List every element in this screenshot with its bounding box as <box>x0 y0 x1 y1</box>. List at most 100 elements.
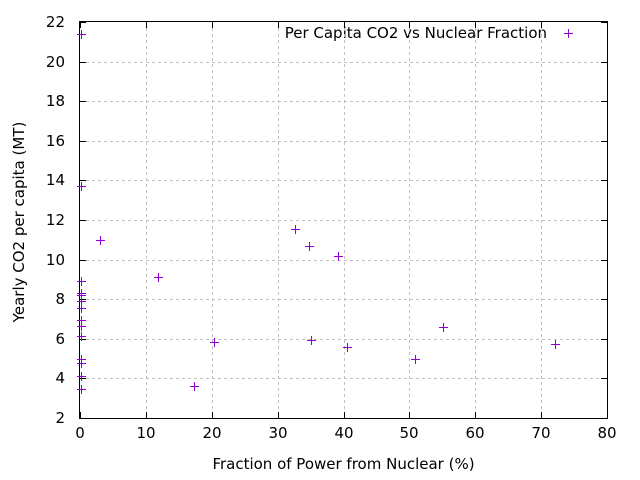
tick-mark <box>80 260 86 261</box>
tick-mark <box>541 412 542 418</box>
y-tick-label: 14 <box>45 171 65 189</box>
plus-marker-icon <box>564 28 573 38</box>
data-point-marker <box>96 236 105 245</box>
x-tick-label: 50 <box>399 424 419 442</box>
data-point-marker <box>77 316 86 325</box>
tick-mark <box>601 180 607 181</box>
tick-mark <box>601 62 607 63</box>
data-point-marker <box>439 323 448 332</box>
grid-line-horizontal <box>80 299 607 300</box>
data-point-marker <box>77 372 86 381</box>
x-tick-label: 80 <box>597 424 617 442</box>
tick-mark <box>80 418 86 419</box>
y-tick-label: 8 <box>55 290 65 308</box>
grid-line-horizontal <box>80 339 607 340</box>
tick-mark <box>601 141 607 142</box>
tick-mark <box>409 412 410 418</box>
tick-mark <box>601 378 607 379</box>
data-point-marker <box>291 225 300 234</box>
x-tick-label: 70 <box>531 424 551 442</box>
tick-mark <box>80 339 86 340</box>
tick-mark <box>80 180 86 181</box>
grid-line-horizontal <box>80 260 607 261</box>
plot-area: Per Capita CO2 vs Nuclear Fraction <box>77 21 608 419</box>
data-point-marker <box>77 385 86 394</box>
tick-mark <box>601 260 607 261</box>
data-point-marker <box>305 242 314 251</box>
tick-mark <box>607 22 608 28</box>
y-tick-label: 10 <box>45 251 65 269</box>
tick-mark <box>80 141 86 142</box>
tick-mark <box>146 22 147 28</box>
tick-mark <box>601 339 607 340</box>
tick-mark <box>601 101 607 102</box>
grid-line-vertical <box>475 22 476 418</box>
tick-mark <box>80 412 81 418</box>
data-point-marker <box>77 30 86 39</box>
data-point-marker <box>210 338 219 347</box>
grid-line-horizontal <box>80 141 607 142</box>
data-point-marker <box>307 336 316 345</box>
grid-line-vertical <box>541 22 542 418</box>
data-point-marker <box>77 322 86 331</box>
data-point-marker <box>77 277 86 286</box>
tick-mark <box>601 299 607 300</box>
grid-line-horizontal <box>80 220 607 221</box>
grid-line-vertical <box>146 22 147 418</box>
grid-line-horizontal <box>80 101 607 102</box>
data-point-marker <box>77 332 86 341</box>
tick-mark <box>607 412 608 418</box>
data-point-marker <box>77 291 86 300</box>
tick-mark <box>80 299 86 300</box>
data-point-marker <box>334 252 343 261</box>
y-tick-label: 22 <box>45 13 65 31</box>
tick-mark <box>601 22 607 23</box>
tick-mark <box>212 22 213 28</box>
data-point-marker <box>551 340 560 349</box>
tick-mark <box>278 412 279 418</box>
grid-line-vertical <box>344 22 345 418</box>
data-point-marker <box>154 273 163 282</box>
data-point-marker <box>190 382 199 391</box>
tick-mark <box>80 101 86 102</box>
x-tick-label: 40 <box>334 424 354 442</box>
x-tick-label: 30 <box>268 424 288 442</box>
legend: Per Capita CO2 vs Nuclear Fraction <box>285 24 573 42</box>
grid-line-horizontal <box>80 62 607 63</box>
x-axis-label: Fraction of Power from Nuclear (%) <box>212 455 475 473</box>
x-tick-label: 20 <box>202 424 222 442</box>
data-point-marker <box>77 359 86 368</box>
tick-mark <box>344 22 345 28</box>
x-tick-label: 10 <box>136 424 156 442</box>
tick-mark <box>212 412 213 418</box>
x-tick-label: 60 <box>465 424 485 442</box>
tick-mark <box>475 22 476 28</box>
x-tick-label: 0 <box>75 424 85 442</box>
grid-line-vertical <box>278 22 279 418</box>
data-point-marker <box>77 182 86 191</box>
data-point-marker <box>77 297 86 306</box>
y-tick-label: 20 <box>45 53 65 71</box>
tick-mark <box>601 418 607 419</box>
tick-mark <box>344 412 345 418</box>
data-point-marker <box>343 343 352 352</box>
tick-mark <box>278 22 279 28</box>
tick-mark <box>146 412 147 418</box>
tick-mark <box>80 62 86 63</box>
legend-label: Per Capita CO2 vs Nuclear Fraction <box>284 24 547 42</box>
tick-mark <box>409 22 410 28</box>
tick-mark <box>80 220 86 221</box>
grid-line-vertical <box>409 22 410 418</box>
tick-mark <box>80 378 86 379</box>
y-tick-label: 4 <box>55 369 65 387</box>
tick-mark <box>475 412 476 418</box>
data-point-marker <box>77 304 86 313</box>
tick-mark <box>80 22 81 28</box>
y-tick-label: 6 <box>55 330 65 348</box>
grid-line-horizontal <box>80 180 607 181</box>
y-tick-label: 12 <box>45 211 65 229</box>
grid-line-vertical <box>212 22 213 418</box>
grid-line-horizontal <box>80 378 607 379</box>
y-tick-label: 18 <box>45 92 65 110</box>
